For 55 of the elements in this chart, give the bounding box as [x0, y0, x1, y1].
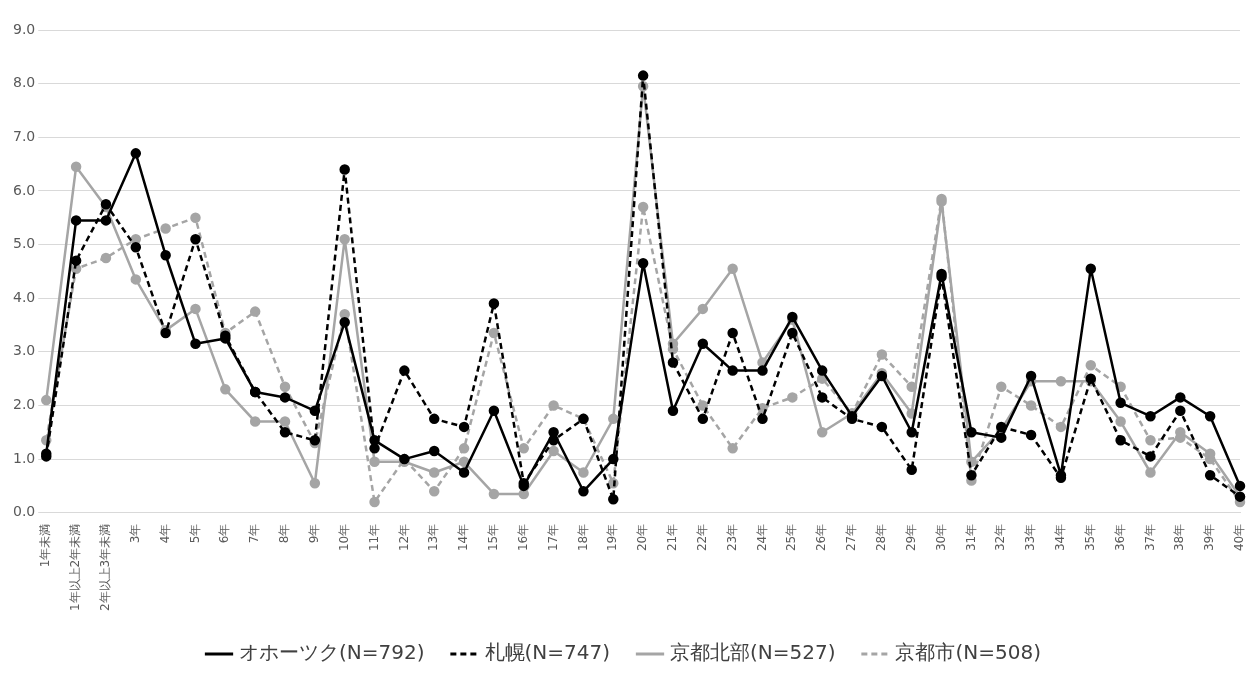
x-tick-label: 4年	[157, 523, 172, 544]
y-tick-label: 3.0	[13, 342, 36, 359]
x-tick-label: 16年	[515, 523, 530, 552]
x-tick-label: 6年	[217, 523, 232, 544]
y-tick-label: 0.0	[13, 503, 36, 520]
x-tick-label: 1年以上2年未満	[68, 523, 83, 612]
y-tick-label: 2.0	[13, 396, 36, 413]
x-tick-label: 8年	[277, 523, 292, 544]
x-tick-label: 1年未満	[38, 523, 53, 568]
x-tick-label: 15年	[486, 523, 501, 552]
x-tick-label: 18年	[575, 523, 590, 552]
x-tick-label: 3年	[127, 523, 142, 544]
y-tick-label: 4.0	[13, 288, 36, 305]
x-tick-label: 19年	[605, 523, 620, 552]
y-tick-label: 9.0	[13, 20, 36, 37]
legend-label: 京都北部(N=527)	[670, 640, 836, 665]
legend-label: 京都市(N=508)	[895, 640, 1041, 665]
x-tick-label: 31年	[963, 523, 978, 552]
x-tick-label: 38年	[1172, 523, 1187, 552]
x-tick-label: 10年	[336, 523, 351, 552]
x-tick-label: 9年	[306, 523, 321, 544]
x-tick-label: 29年	[903, 523, 918, 552]
y-tick-label: 5.0	[13, 235, 36, 252]
x-tick-label: 22年	[694, 523, 709, 552]
x-tick-label: 24年	[754, 523, 769, 552]
x-tick-label: 30年	[933, 523, 948, 552]
x-tick-label: 26年	[814, 523, 829, 552]
x-tick-label: 14年	[456, 523, 471, 552]
y-tick-label: 8.0	[13, 74, 36, 91]
legend-label: オホーツク(N=792)	[239, 640, 425, 665]
y-tick-label: 7.0	[13, 127, 36, 144]
x-tick-label: 12年	[396, 523, 411, 552]
x-tick-label: 32年	[993, 523, 1008, 552]
x-tick-label: 11年	[366, 523, 381, 552]
x-tick-label: 28年	[874, 523, 888, 552]
x-tick-label: 39年	[1202, 523, 1217, 552]
x-tick-label: 36年	[1112, 523, 1127, 552]
x-tick-label: 33年	[1023, 523, 1038, 552]
x-tick-label: 7年	[247, 523, 262, 544]
y-tick-label: 1.0	[13, 449, 36, 466]
x-tick-label: 13年	[426, 523, 441, 552]
x-tick-label: 5年	[187, 523, 202, 544]
x-tick-label: 27年	[844, 523, 859, 552]
x-tick-label: 17年	[545, 523, 560, 552]
x-tick-label: 25年	[784, 523, 799, 552]
legend-label: 札幌(N=747)	[484, 640, 610, 665]
x-tick-label: 35年	[1082, 523, 1097, 552]
x-tick-label: 34年	[1053, 523, 1068, 552]
x-tick-label: 20年	[635, 523, 650, 552]
x-tick-label: 23年	[724, 523, 739, 552]
x-tick-label: 2年以上3年未満	[98, 523, 113, 612]
y-tick-label: 6.0	[13, 181, 36, 198]
x-tick-label: 37年	[1142, 523, 1157, 552]
x-tick-label: 40年	[1232, 523, 1247, 552]
x-tick-label: 21年	[665, 523, 680, 552]
